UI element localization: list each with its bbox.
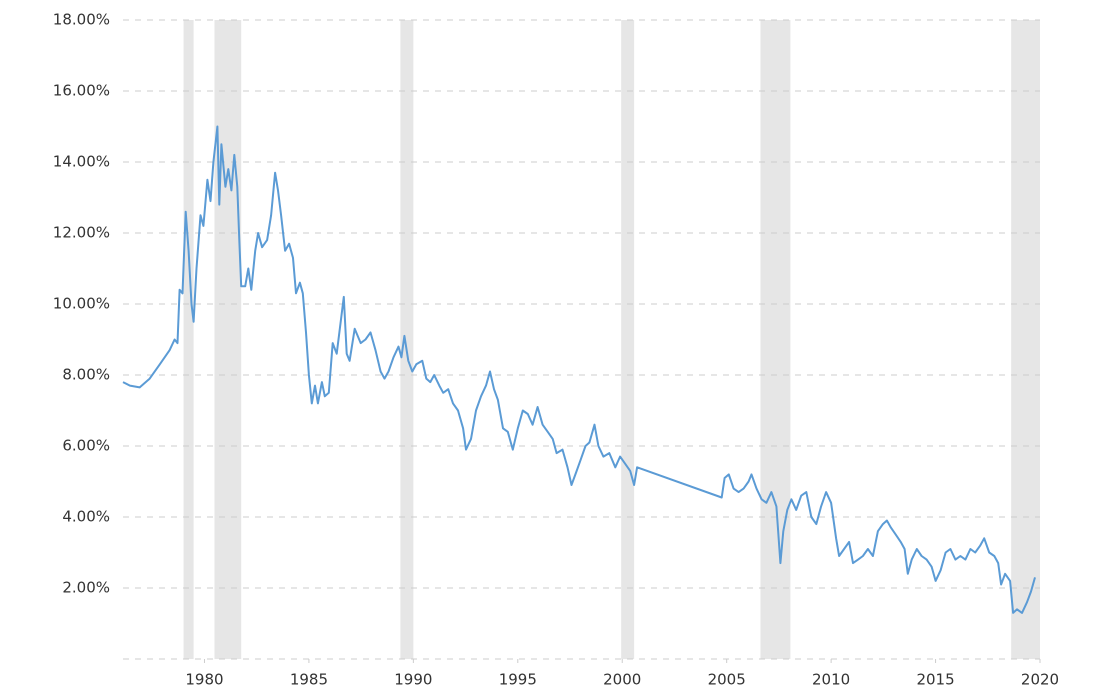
y-tick-label: 6.00% <box>62 437 110 455</box>
x-tick-label: 1990 <box>394 671 432 689</box>
y-tick-label: 18.00% <box>53 11 110 29</box>
y-tick-label: 16.00% <box>53 82 110 100</box>
y-tick-label: 8.00% <box>62 366 110 384</box>
recession-band <box>183 20 194 659</box>
x-tick-label: 1985 <box>290 671 328 689</box>
recession-band <box>621 20 635 659</box>
y-tick-label: 2.00% <box>62 579 110 597</box>
data-line <box>122 125 1036 614</box>
x-tick-label: 1980 <box>185 671 223 689</box>
y-tick-label: 10.00% <box>53 295 110 313</box>
x-tick-label: 2020 <box>1021 671 1059 689</box>
x-tick-label: 1995 <box>499 671 537 689</box>
x-tick-label: 2005 <box>708 671 746 689</box>
y-tick-label: 12.00% <box>53 224 110 242</box>
y-tick-label: 4.00% <box>62 508 110 526</box>
x-tick-label: 2015 <box>916 671 954 689</box>
y-tick-label: 14.00% <box>53 153 110 171</box>
recession-band <box>1011 20 1040 659</box>
recession-band <box>214 20 242 659</box>
recession-band <box>760 20 791 659</box>
x-tick-label: 2000 <box>603 671 641 689</box>
recession-band <box>400 20 414 659</box>
x-tick-label: 2010 <box>812 671 850 689</box>
